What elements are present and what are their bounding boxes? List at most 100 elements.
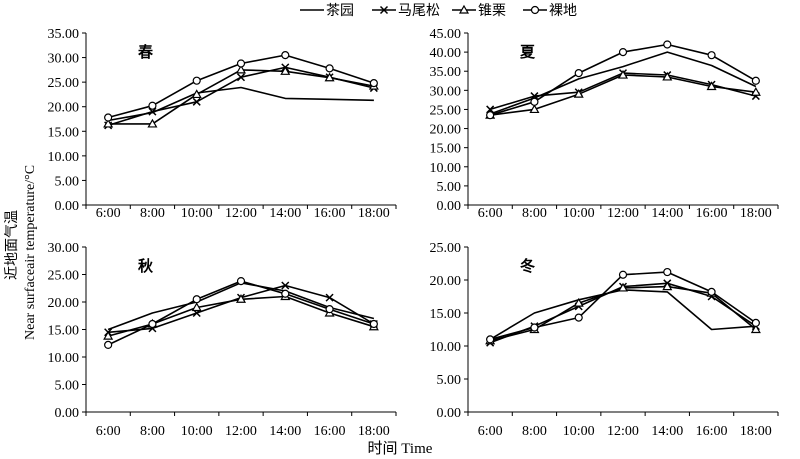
y-tick-label: 30.00 bbox=[430, 84, 462, 99]
legend-item: 马尾松 bbox=[372, 3, 440, 19]
data-point bbox=[662, 71, 673, 81]
y-tick-label: 15.00 bbox=[430, 142, 462, 157]
x-tick-label: 16:00 bbox=[314, 206, 346, 221]
legend-item: 裸地 bbox=[523, 3, 577, 19]
legend-marker bbox=[530, 5, 540, 15]
data-point bbox=[103, 330, 114, 340]
series-line bbox=[107, 280, 375, 346]
data-point bbox=[103, 118, 114, 128]
x-tick-label: 6:00 bbox=[96, 424, 121, 439]
data-point bbox=[369, 79, 378, 88]
data-point bbox=[104, 340, 113, 350]
data-point bbox=[235, 64, 247, 74]
x-tick-label: 16:00 bbox=[696, 206, 728, 221]
data-point bbox=[663, 267, 672, 277]
season-title-winter: 冬 bbox=[520, 257, 535, 275]
y-tick-label: 10.00 bbox=[48, 150, 80, 165]
y-tick-label: 25.00 bbox=[430, 241, 462, 256]
series-circle bbox=[104, 276, 378, 350]
chart-panel-winter: 0.00 5.00 10.00 15.00 20.00 25.00 6:00 8:00 10:0… bbox=[418, 238, 788, 443]
x-tick-label: 8:00 bbox=[522, 206, 547, 221]
x-tick-label: 8:00 bbox=[522, 424, 547, 439]
series-circle bbox=[486, 40, 760, 120]
x-tick-label: 18:00 bbox=[740, 424, 772, 439]
data-point bbox=[148, 101, 157, 110]
x-tick-label: 10:00 bbox=[181, 206, 213, 221]
data-point bbox=[236, 73, 246, 82]
legend-item: 锥栗 bbox=[452, 3, 506, 19]
y-tick-label: 40.00 bbox=[430, 46, 462, 61]
data-point bbox=[618, 48, 628, 57]
data-point bbox=[148, 319, 157, 329]
series-line bbox=[489, 51, 757, 115]
y-axis-label-en: Near surfaceair temperature/°C bbox=[23, 165, 38, 340]
data-point bbox=[235, 294, 247, 303]
x-tick-label: 18:00 bbox=[740, 206, 772, 221]
series-none bbox=[107, 281, 375, 331]
x-axis-label: 时间 Time bbox=[367, 441, 433, 457]
x-tick-label: 12:00 bbox=[607, 424, 639, 439]
y-tick-label: 5.00 bbox=[55, 379, 80, 394]
data-point bbox=[486, 335, 495, 344]
series-line bbox=[489, 282, 757, 344]
data-point bbox=[618, 270, 628, 279]
data-point bbox=[617, 69, 629, 79]
y-tick-label: 20.00 bbox=[48, 101, 80, 116]
legend-marker bbox=[458, 4, 470, 14]
y-tick-label: 25.00 bbox=[430, 103, 462, 118]
y-tick-label: 10.00 bbox=[430, 161, 462, 176]
y-tick-label: 0.00 bbox=[55, 406, 80, 421]
y-tick-label: 30.00 bbox=[48, 52, 80, 67]
data-point bbox=[324, 72, 335, 82]
data-point bbox=[191, 302, 202, 312]
x-tick-label: 12:00 bbox=[225, 206, 257, 221]
data-point bbox=[751, 76, 760, 85]
y-tick-label: 25.00 bbox=[48, 76, 80, 91]
data-point bbox=[236, 276, 246, 286]
season-title-autumn: 秋 bbox=[138, 257, 154, 275]
data-point bbox=[280, 66, 291, 75]
x-tick-label: 10:00 bbox=[181, 424, 213, 439]
y-tick-label: 0.00 bbox=[437, 199, 462, 214]
x-tick-label: 8:00 bbox=[140, 424, 165, 439]
y-tick-label: 10.00 bbox=[430, 340, 462, 355]
data-point bbox=[192, 97, 201, 106]
y-tick-label: 20.00 bbox=[430, 123, 462, 138]
y-tick-label: 15.00 bbox=[48, 125, 80, 140]
legend-item: 茶园 bbox=[300, 3, 354, 19]
x-tick-label: 14:00 bbox=[651, 424, 683, 439]
y-tick-label: 30.00 bbox=[48, 241, 80, 256]
data-point bbox=[281, 51, 290, 60]
data-point bbox=[530, 97, 539, 106]
data-point bbox=[236, 59, 246, 68]
series-triangle bbox=[103, 64, 379, 128]
series-line bbox=[489, 74, 757, 116]
y-tick-label: 20.00 bbox=[430, 274, 462, 289]
x-tick-label: 10:00 bbox=[563, 206, 595, 221]
x-tick-label: 12:00 bbox=[225, 424, 257, 439]
data-point bbox=[529, 104, 540, 114]
chart-spring: 0.00 5.00 10.00 15.00 20.00 25.00 30.00 35.00 6:… bbox=[48, 28, 397, 221]
y-axis-label-cn: 近地面气温 bbox=[4, 210, 20, 280]
y-tick-label: 15.00 bbox=[430, 307, 462, 322]
chart-panel-autumn: 0.00 5.00 10.00 15.00 20.00 25.00 30.00 6:00 8:0… bbox=[36, 238, 406, 443]
series-line bbox=[107, 86, 374, 122]
data-point bbox=[191, 89, 202, 99]
y-tick-label: 20.00 bbox=[48, 296, 80, 311]
y-tick-label: 25.00 bbox=[48, 269, 80, 284]
x-tick-label: 14:00 bbox=[269, 424, 301, 439]
data-point bbox=[663, 40, 672, 49]
series-x bbox=[104, 63, 378, 130]
data-point bbox=[192, 76, 201, 85]
series-none bbox=[489, 51, 757, 115]
x-tick-label: 6:00 bbox=[96, 206, 121, 221]
chart-winter: 0.00 5.00 10.00 15.00 20.00 25.00 6:00 8:00 10:0… bbox=[430, 241, 779, 439]
data-point bbox=[325, 305, 334, 314]
data-point bbox=[750, 324, 761, 334]
y-tick-label: 0.00 bbox=[55, 199, 80, 214]
season-title-spring: 春 bbox=[138, 43, 153, 61]
data-point bbox=[662, 281, 673, 291]
y-axis-label: 近地面气温 Near surfaceair temperature/°C bbox=[4, 30, 40, 410]
y-tick-label: 15.00 bbox=[48, 324, 80, 339]
y-tick-label: 35.00 bbox=[48, 28, 80, 42]
